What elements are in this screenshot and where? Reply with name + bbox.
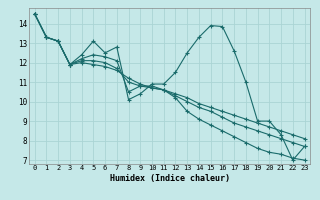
X-axis label: Humidex (Indice chaleur): Humidex (Indice chaleur) — [109, 174, 229, 183]
